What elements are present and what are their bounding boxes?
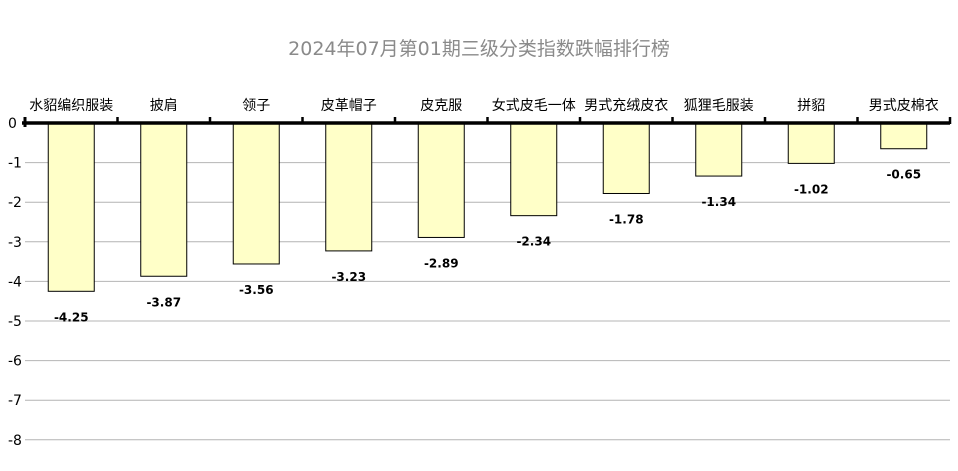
data-label: -2.89 — [424, 256, 459, 270]
chart-title: 2024年07月第01期三级分类指数跌幅排行榜 — [288, 38, 670, 60]
y-tick-label: -8 — [8, 433, 22, 449]
bar — [602, 122, 650, 194]
bar — [232, 122, 280, 265]
data-label: -4.25 — [54, 310, 89, 324]
grid-lines — [25, 162, 950, 441]
bar — [880, 122, 928, 150]
value-labels: -4.25 -3.87 -3.56 -3.23 -2.89 -2.34 -1.78 -1.34… — [54, 168, 921, 325]
data-label: -1.34 — [701, 195, 736, 209]
y-tick-label: -4 — [8, 274, 22, 290]
bar — [787, 122, 835, 164]
category-label: 男式充绒皮衣 — [584, 98, 668, 114]
x-axis — [22, 117, 952, 127]
category-label: 皮克服 — [420, 98, 462, 114]
y-axis-ticks: 0 -1 -2 -3 -4 -5 -6 -7 -8 — [8, 116, 22, 449]
bar — [325, 122, 373, 252]
bar — [140, 122, 188, 277]
category-label: 皮革帽子 — [321, 98, 377, 114]
bar — [695, 122, 743, 177]
y-tick-label: -6 — [8, 354, 22, 370]
data-label: -3.23 — [331, 270, 366, 284]
bar — [417, 122, 465, 238]
y-tick-label: -5 — [8, 314, 22, 330]
category-label: 女式皮毛一体 — [492, 97, 576, 114]
bar — [510, 122, 558, 217]
category-label: 领子 — [242, 98, 270, 114]
category-labels: 水貂编织服装 披肩 领子 皮革帽子 皮克服 女式皮毛一体 男式充绒皮衣 狐狸毛服装 拼貂 男式皮棉… — [29, 97, 939, 114]
data-label: -3.87 — [146, 295, 181, 309]
category-label: 水貂编织服装 — [29, 98, 113, 114]
category-label: 披肩 — [150, 98, 178, 114]
bars — [47, 122, 928, 292]
category-label: 男式皮棉衣 — [869, 97, 939, 114]
bar — [47, 122, 95, 292]
y-tick-label: -7 — [8, 393, 22, 409]
y-tick-label: 0 — [8, 116, 17, 132]
category-label: 狐狸毛服装 — [684, 98, 754, 114]
y-tick-label: -3 — [8, 235, 22, 251]
data-label: -3.56 — [239, 283, 274, 297]
category-label: 拼貂 — [797, 98, 825, 114]
y-tick-label: -1 — [8, 156, 22, 172]
data-label: -0.65 — [886, 168, 921, 182]
data-label: -2.34 — [516, 235, 551, 249]
data-label: -1.78 — [609, 212, 644, 226]
y-tick-label: -2 — [8, 195, 22, 211]
data-label: -1.02 — [794, 182, 829, 196]
